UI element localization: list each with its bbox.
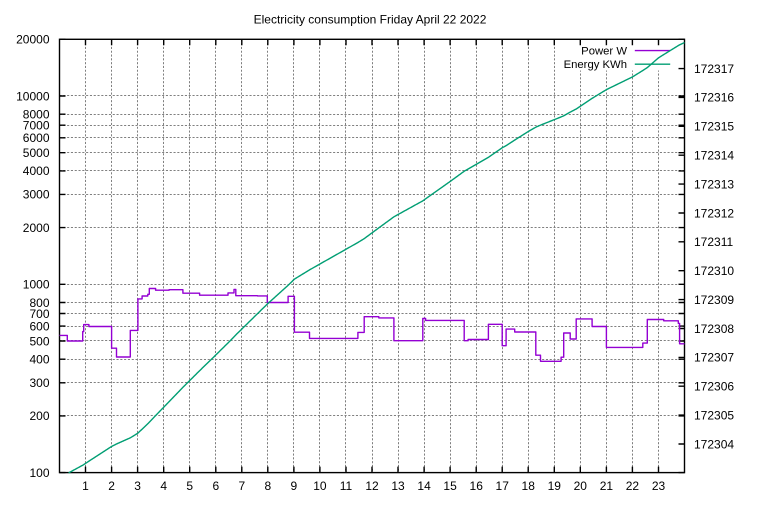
svg-text:Electricity consumption Friday: Electricity consumption Friday April 22 … <box>254 13 487 27</box>
svg-text:172309: 172309 <box>694 293 734 307</box>
svg-text:5: 5 <box>186 479 193 493</box>
svg-text:8: 8 <box>264 479 271 493</box>
svg-text:172308: 172308 <box>694 322 734 336</box>
svg-text:18: 18 <box>522 479 536 493</box>
svg-text:172307: 172307 <box>694 351 734 365</box>
svg-text:3: 3 <box>134 479 141 493</box>
svg-text:8000: 8000 <box>23 108 50 122</box>
svg-text:7: 7 <box>238 479 245 493</box>
svg-text:172310: 172310 <box>694 264 734 278</box>
svg-text:200: 200 <box>29 409 49 423</box>
svg-text:172315: 172315 <box>694 120 734 134</box>
svg-text:2: 2 <box>108 479 115 493</box>
svg-text:9: 9 <box>291 479 298 493</box>
svg-text:6000: 6000 <box>23 131 50 145</box>
svg-text:5000: 5000 <box>23 146 50 160</box>
svg-text:10000: 10000 <box>16 89 50 103</box>
svg-text:6: 6 <box>212 479 219 493</box>
svg-text:172314: 172314 <box>694 149 734 163</box>
svg-text:Power W: Power W <box>581 46 627 58</box>
svg-text:7000: 7000 <box>23 119 50 133</box>
svg-text:11: 11 <box>340 479 353 493</box>
svg-text:16: 16 <box>470 479 484 493</box>
svg-text:100: 100 <box>29 466 49 480</box>
svg-text:13: 13 <box>391 479 405 493</box>
svg-text:172304: 172304 <box>694 437 734 451</box>
svg-text:12: 12 <box>365 479 379 493</box>
svg-text:172305: 172305 <box>694 408 734 422</box>
svg-text:500: 500 <box>29 334 49 348</box>
svg-text:300: 300 <box>29 376 49 390</box>
svg-text:172316: 172316 <box>694 91 734 105</box>
svg-text:19: 19 <box>548 479 562 493</box>
svg-text:4: 4 <box>160 479 167 493</box>
svg-text:3000: 3000 <box>23 188 50 202</box>
svg-text:20000: 20000 <box>16 33 50 47</box>
svg-text:21: 21 <box>600 479 614 493</box>
svg-text:10: 10 <box>313 479 327 493</box>
svg-text:1: 1 <box>82 479 89 493</box>
svg-text:15: 15 <box>443 479 457 493</box>
svg-text:172317: 172317 <box>694 62 734 76</box>
svg-text:400: 400 <box>29 353 49 367</box>
svg-text:600: 600 <box>29 319 49 333</box>
svg-text:1000: 1000 <box>23 278 50 292</box>
svg-text:14: 14 <box>417 479 431 493</box>
svg-text:172306: 172306 <box>694 380 734 394</box>
svg-text:172313: 172313 <box>694 177 734 191</box>
svg-text:22: 22 <box>626 479 640 493</box>
svg-text:17: 17 <box>496 479 510 493</box>
svg-text:800: 800 <box>29 296 49 310</box>
svg-text:700: 700 <box>29 307 49 321</box>
svg-text:Energy KWh: Energy KWh <box>564 59 627 71</box>
svg-text:2000: 2000 <box>23 221 50 235</box>
svg-text:20: 20 <box>574 479 588 493</box>
svg-text:23: 23 <box>652 479 666 493</box>
svg-text:172311: 172311 <box>694 235 733 249</box>
svg-text:4000: 4000 <box>23 164 50 178</box>
svg-text:172312: 172312 <box>694 206 734 220</box>
